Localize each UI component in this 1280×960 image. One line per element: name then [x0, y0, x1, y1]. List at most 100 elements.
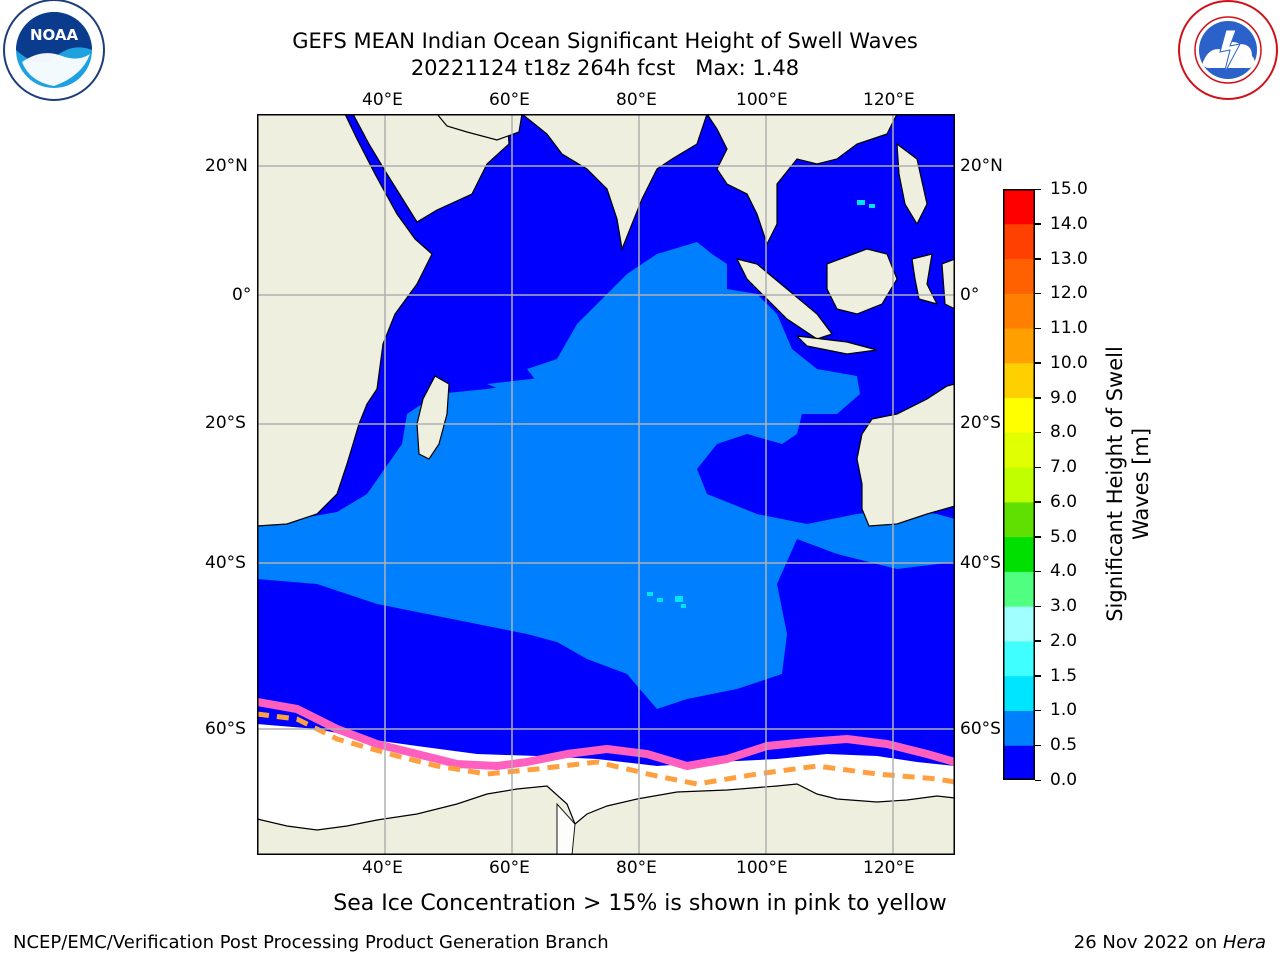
colorbar-segment	[1003, 710, 1035, 746]
colorbar-segment	[1003, 675, 1035, 711]
lon-label-bottom-120e: 120°E	[863, 858, 915, 878]
colorbar-label-line1: Significant Height of Swell	[1103, 346, 1127, 622]
colorbar-tick	[1035, 640, 1041, 642]
colorbar-tick	[1035, 605, 1041, 608]
sumatra-land	[735, 258, 833, 340]
colorbar-tick-label: 2.0	[1050, 630, 1078, 651]
coastline	[556, 802, 576, 855]
new-guinea-land	[941, 258, 955, 310]
colorbar-tick-label: 5.0	[1050, 526, 1078, 547]
colorbar-tick	[1035, 292, 1041, 295]
lat-label-left-60s: 60°S	[205, 719, 246, 739]
sea-ice-note: Sea Ice Concentration > 15% is shown in …	[333, 891, 947, 916]
chart-subtitle: 20221124 t18z 264h fcst Max: 1.48	[410, 56, 800, 80]
lon-label-top-100e: 100°E	[736, 90, 788, 110]
colorbar-tick	[1035, 709, 1041, 712]
colorbar-segment	[1003, 362, 1035, 399]
antarctica-land	[257, 783, 955, 855]
colorbar-tick-label: 12.0	[1050, 283, 1088, 304]
lon-label-top-40e: 40°E	[362, 90, 403, 110]
colorbar-label-line2: Waves [m]	[1129, 427, 1153, 541]
colorbar-tick	[1035, 501, 1041, 503]
colorbar-segment	[1003, 258, 1035, 294]
colorbar-tick-label: 1.5	[1050, 665, 1078, 686]
colorbar-tick	[1035, 362, 1041, 364]
sea-ice-edge	[257, 698, 955, 770]
colorbar-tick	[1035, 188, 1041, 190]
colorbar	[1003, 189, 1035, 780]
colorbar-segment	[1003, 606, 1035, 642]
map-panel	[257, 114, 955, 855]
nws-logo	[1176, 0, 1280, 104]
footer-date: 26 Nov 2022 on Hera	[1074, 932, 1266, 954]
colorbar-tick-label: 7.0	[1050, 457, 1078, 478]
lat-label-left-40s: 40°S	[205, 553, 246, 573]
noaa-logo-text: NOAA	[30, 26, 79, 44]
colorbar-tick-label: 4.0	[1050, 561, 1078, 582]
colorbar-tick-label: 0.5	[1050, 735, 1078, 756]
footer-credit: NCEP/EMC/Verification Post Processing Pr…	[13, 932, 609, 953]
ocean-mid-swell-patch	[487, 376, 567, 396]
colorbar-segment	[1003, 571, 1035, 607]
footer-date-text: 26 Nov 2022 on	[1073, 932, 1223, 953]
colorbar-tick	[1035, 223, 1041, 225]
swell-1m-patch	[647, 200, 875, 608]
australia-land	[856, 383, 955, 527]
colorbar-tick	[1035, 744, 1041, 747]
colorbar-tick-label: 6.0	[1050, 491, 1078, 512]
lon-label-top-80e: 80°E	[616, 90, 657, 110]
lat-label-left-20n: 20°N	[205, 156, 248, 176]
colorbar-tick-label: 14.0	[1050, 213, 1088, 234]
colorbar-tick	[1035, 570, 1041, 573]
lat-label-left-20s: 20°S	[205, 413, 246, 433]
colorbar-tick-label: 0.0	[1050, 770, 1078, 790]
colorbar-tick-label: 13.0	[1050, 248, 1088, 269]
colorbar-tick	[1035, 397, 1041, 399]
java-land	[795, 335, 878, 355]
lon-label-top-60e: 60°E	[489, 90, 530, 110]
lat-label-right-0: 0°	[960, 285, 980, 305]
colorbar-tick	[1035, 466, 1041, 469]
africa-land	[257, 114, 433, 527]
lon-label-bottom-100e: 100°E	[736, 858, 788, 878]
colorbar-segment	[1003, 536, 1035, 572]
colorbar-tick-label: 10.0	[1050, 352, 1088, 373]
lon-label-bottom-80e: 80°E	[616, 858, 657, 878]
colorbar-tick	[1035, 779, 1041, 781]
southeast-asia-land	[706, 114, 898, 246]
colorbar-segment	[1003, 293, 1035, 329]
noaa-logo: NOAA	[2, 0, 106, 104]
india-land	[521, 114, 708, 252]
colorbar-tick	[1035, 327, 1041, 330]
philippines-land	[896, 142, 928, 226]
colorbar-segment	[1003, 328, 1035, 364]
colorbar-segment	[1003, 745, 1035, 780]
colorbar-segment	[1003, 223, 1035, 260]
colorbar-tick-labels: 15.0 14.0 13.0 12.0 11.0 10.0 9.0 8.0 7.0 6.0 5.0 4…	[1035, 0, 1114, 960]
colorbar-tick-label: 11.0	[1050, 318, 1088, 339]
lat-label-right-40s: 40°S	[960, 553, 1001, 573]
colorbar-tick	[1035, 536, 1041, 538]
colorbar-frame	[1003, 189, 1035, 780]
colorbar-tick-label: 1.0	[1050, 700, 1078, 721]
persia-land	[436, 114, 523, 141]
colorbar-tick-label: 9.0	[1050, 387, 1078, 408]
colorbar-tick-label: 15.0	[1050, 179, 1088, 199]
colorbar-tick-label: 3.0	[1050, 596, 1078, 617]
colorbar-segment	[1003, 501, 1035, 538]
lat-label-right-20n: 20°N	[960, 156, 1003, 176]
chart-title: GEFS MEAN Indian Ocean Significant Heigh…	[292, 29, 918, 53]
map-frame	[257, 114, 955, 855]
colorbar-segment	[1003, 432, 1035, 468]
map-gridlines	[257, 114, 955, 855]
colorbar-segment	[1003, 467, 1035, 503]
lon-label-top-120e: 120°E	[863, 90, 915, 110]
lat-label-left-0: 0°	[232, 285, 252, 305]
colorbar-tick	[1035, 258, 1041, 260]
lat-label-right-60s: 60°S	[960, 719, 1001, 739]
lon-label-bottom-60e: 60°E	[489, 858, 530, 878]
sulawesi-land	[911, 253, 939, 305]
colorbar-segment	[1003, 397, 1035, 433]
colorbar-tick	[1035, 431, 1041, 434]
lon-label-bottom-40e: 40°E	[362, 858, 403, 878]
